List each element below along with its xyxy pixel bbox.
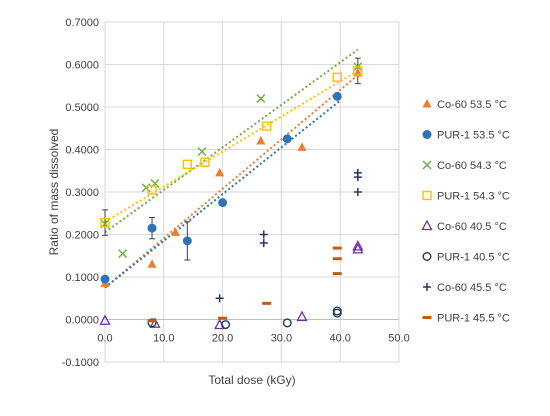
trendline-co-60-53-5-c bbox=[104, 74, 359, 289]
legend-label: PUR-1 54.3 °C bbox=[437, 191, 510, 203]
legend-item-pur-1-54-3-c: PUR-1 54.3 °C bbox=[422, 190, 510, 203]
legend-marker bbox=[422, 316, 432, 319]
x-tick-label: 10.0 bbox=[153, 333, 174, 345]
data-point-pur-1-45-5-c bbox=[332, 246, 342, 250]
data-point-pur-1-53-5-c bbox=[282, 134, 292, 144]
legend-marker bbox=[422, 251, 432, 261]
y-tick-label: -0.1000 bbox=[62, 357, 99, 369]
legend-marker bbox=[422, 190, 432, 201]
trendline-co-60-54-3-c bbox=[104, 48, 359, 234]
legend-marker bbox=[422, 130, 432, 139]
data-point-co-60-53-5-c bbox=[147, 259, 157, 268]
data-point-pur-1-54-3-c bbox=[100, 217, 110, 228]
data-point-pur-1-53-5-c bbox=[182, 236, 192, 246]
y-tick-label: 0.7000 bbox=[65, 17, 99, 29]
legend-item-co-60-54-3-c: Co-60 54.3 °C bbox=[422, 160, 507, 172]
data-point-pur-1-45-5-c bbox=[332, 257, 342, 261]
data-point-pur-1-40-5-c bbox=[221, 320, 231, 330]
y-tick-label: 0.2000 bbox=[65, 230, 99, 242]
data-point-pur-1-45-5-c bbox=[147, 319, 157, 323]
data-point-co-60-53-5-c bbox=[256, 136, 266, 145]
legend-item-pur-1-53-5-c: PUR-1 53.5 °C bbox=[422, 130, 510, 142]
data-point-co-60-40-5-c bbox=[99, 314, 111, 325]
data-point-pur-1-54-3-c bbox=[332, 72, 342, 82]
legend-label: PUR-1 53.5 °C bbox=[437, 130, 510, 142]
y-tick-label: 0.6000 bbox=[65, 60, 99, 72]
data-point-co-60-45-5-c bbox=[259, 239, 268, 247]
axis-layer: -0.1000 0.0000 0.1000 0.2000 0.3000 0.4000 0.5… bbox=[62, 17, 410, 369]
data-point-pur-1-45-5-c bbox=[332, 272, 342, 276]
grid-layer bbox=[104, 21, 400, 363]
legend-label: PUR-1 40.5 °C bbox=[437, 252, 510, 264]
x-axis-title: Total dose (kGy) bbox=[208, 373, 295, 387]
data-point-co-60-54-3-c bbox=[197, 147, 207, 157]
data-point-pur-1-54-3-c bbox=[262, 121, 272, 131]
data-point-pur-1-54-3-c bbox=[353, 66, 363, 76]
trendline-pur-1-54-3-c bbox=[104, 70, 359, 223]
data-point-co-60-40-5-c bbox=[352, 240, 364, 251]
data-point-pur-1-40-5-c bbox=[282, 318, 292, 328]
y-axis-title: Ratio of mass dissolved bbox=[47, 129, 61, 256]
legend-marker bbox=[422, 160, 432, 170]
data-point-pur-1-53-5-c bbox=[100, 274, 110, 284]
error-bar-pur-1-54-3-c bbox=[102, 209, 108, 236]
legend-label: Co-60 45.5 °C bbox=[437, 282, 507, 294]
y-tick-label: 0.0000 bbox=[65, 315, 99, 327]
data-point-co-60-40-5-c bbox=[296, 310, 308, 322]
legend-marker bbox=[421, 219, 433, 231]
legend-item-pur-1-45-5-c: PUR-1 45.5 °C bbox=[422, 313, 510, 325]
data-point-pur-1-53-5-c bbox=[332, 91, 342, 101]
y-tick-label: 0.1000 bbox=[65, 272, 99, 284]
legend-item-co-60-45-5-c: Co-60 45.5 °C bbox=[423, 282, 507, 294]
legend-marker bbox=[423, 283, 431, 291]
y-tick-label: 0.4000 bbox=[65, 145, 99, 157]
data-point-co-60-45-5-c bbox=[215, 294, 224, 303]
legend-item-co-60-53-5-c: Co-60 53.5 °C bbox=[422, 99, 507, 111]
y-tick-label: 0.5000 bbox=[65, 102, 99, 114]
data-point-co-60-54-3-c bbox=[118, 249, 128, 259]
data-point-co-60-53-5-c bbox=[171, 227, 181, 236]
x-tick-label: 40.0 bbox=[329, 333, 350, 345]
data-point-layer bbox=[99, 62, 364, 330]
data-point-co-60-45-5-c bbox=[353, 168, 362, 177]
data-point-co-60-40-5-c bbox=[149, 317, 161, 328]
data-point-co-60-53-5-c bbox=[297, 142, 307, 151]
data-point-pur-1-54-3-c bbox=[200, 157, 210, 167]
error-bar-layer bbox=[102, 57, 361, 261]
x-tick-label: 20.0 bbox=[212, 333, 233, 345]
legend-label: Co-60 40.5 °C bbox=[437, 221, 507, 233]
trendline-pur-1-53-5-c bbox=[104, 99, 341, 289]
legend-marker bbox=[422, 99, 432, 108]
x-tick-label: 50.0 bbox=[388, 333, 409, 345]
legend-label: Co-60 54.3 °C bbox=[437, 160, 507, 172]
data-point-co-60-45-5-c bbox=[353, 188, 362, 196]
data-point-pur-1-40-5-c bbox=[332, 306, 342, 316]
data-point-co-60-40-5-c bbox=[352, 242, 364, 254]
x-tick-label: 0.0 bbox=[97, 333, 112, 345]
data-point-pur-1-53-5-c bbox=[218, 198, 228, 208]
data-point-co-60-54-3-c bbox=[256, 93, 266, 104]
data-point-pur-1-54-3-c bbox=[182, 159, 193, 170]
data-point-pur-1-53-5-c bbox=[147, 223, 157, 233]
data-point-pur-1-45-5-c bbox=[262, 301, 272, 305]
legend: Co-60 53.5 °C PUR-1 53.5 °C Co-60 54.3 °C P… bbox=[421, 99, 510, 325]
x-tick-label: 30.0 bbox=[271, 333, 292, 345]
data-point-co-60-54-3-c bbox=[141, 183, 151, 193]
legend-label: PUR-1 45.5 °C bbox=[437, 313, 510, 325]
legend-item-co-60-40-5-c: Co-60 40.5 °C bbox=[421, 219, 507, 233]
data-point-pur-1-54-3-c bbox=[147, 185, 157, 195]
data-point-pur-1-40-5-c bbox=[147, 318, 157, 328]
legend-item-pur-1-40-5-c: PUR-1 40.5 °C bbox=[422, 251, 510, 264]
legend-label: Co-60 53.5 °C bbox=[437, 99, 507, 111]
data-point-pur-1-45-5-c bbox=[218, 316, 228, 320]
data-point-co-60-45-5-c bbox=[259, 230, 268, 239]
data-point-co-60-53-5-c bbox=[215, 167, 225, 177]
y-tick-label: 0.3000 bbox=[65, 187, 99, 199]
trendline-layer bbox=[104, 48, 359, 289]
